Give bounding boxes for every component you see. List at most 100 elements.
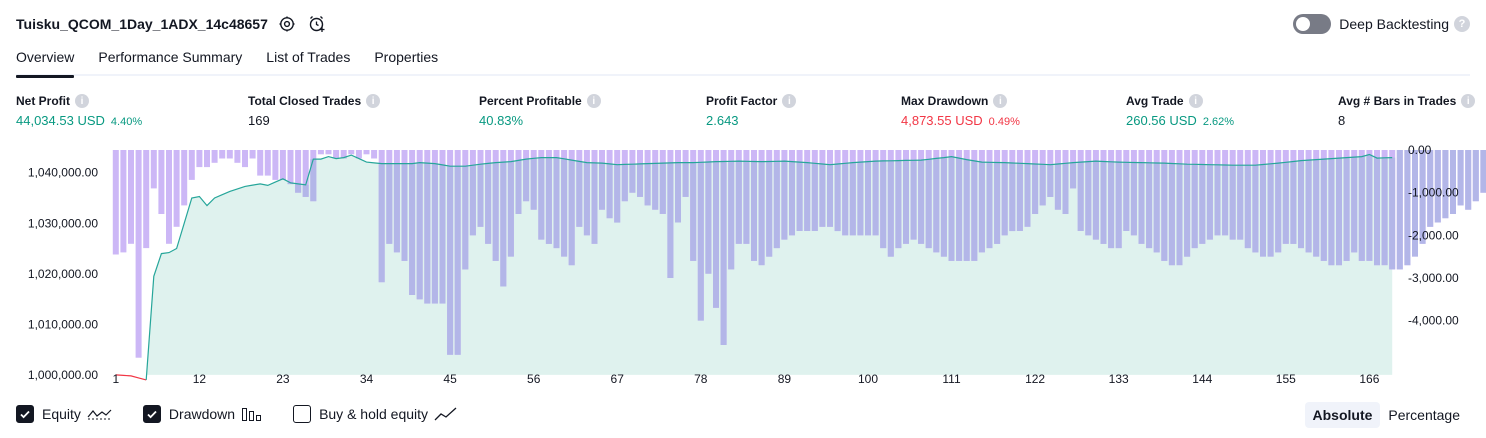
drawdown-bar-overlap [424, 163, 431, 304]
chart-legend: Equity Drawdown Buy & hold equity [16, 402, 488, 426]
drawdown-bar [211, 150, 218, 163]
info-icon[interactable]: i [993, 94, 1008, 108]
metric-value: 44,034.53 USD [16, 113, 105, 128]
drawdown-bar-overlap [1320, 159, 1327, 261]
x-axis-tick: 78 [694, 372, 708, 386]
drawdown-bar-overlap [393, 163, 400, 253]
drawdown-bar-overlap [545, 157, 552, 244]
equity-drawdown-chart[interactable]: 1,040,000.00 1,030,000.00 1,020,000.00 1,01… [0, 140, 1486, 390]
mode-percentage-button[interactable]: Percentage [1388, 407, 1460, 423]
drawdown-bar-overlap [599, 163, 605, 210]
drawdown-bar [158, 150, 165, 214]
metric-percent-profitable: Percent Profitable i 40.83% [479, 92, 601, 128]
drawdown-bar-overlap [1343, 157, 1350, 261]
drawdown-bar-overlap [849, 162, 856, 236]
legend-equity[interactable]: Equity [16, 405, 113, 423]
tab-performance-summary[interactable]: Performance Summary [98, 49, 243, 65]
legend-buy-hold-equity[interactable]: Buy & hold equity [293, 405, 458, 423]
drawdown-bar [128, 150, 134, 244]
mode-absolute-button[interactable]: Absolute [1304, 402, 1381, 428]
drawdown-bar [234, 150, 241, 163]
add-alert-clock-icon[interactable] [306, 13, 328, 35]
drawdown-bar-overlap [1480, 150, 1486, 193]
display-mode-switch: Absolute Percentage [1304, 402, 1469, 428]
drawdown-bar-overlap [644, 163, 651, 206]
deep-backtesting-toggle[interactable] [1293, 14, 1332, 34]
x-axis-tick: 111 [942, 372, 961, 386]
equity-line [145, 153, 1393, 380]
drawdown-bar-overlap [1214, 164, 1221, 236]
drawdown-bar-overlap [492, 162, 499, 261]
metric-percent: 4.40% [110, 116, 143, 128]
drawdown-bar [264, 150, 271, 176]
equity-checkbox[interactable] [16, 405, 34, 423]
metric-profit-factor: Profit Factor i 2.643 [706, 92, 797, 128]
drawdown-bar-overlap [1161, 163, 1168, 261]
info-icon[interactable]: i [75, 94, 89, 108]
x-axis-tick: 67 [611, 372, 625, 386]
metric-label: Avg # Bars in Trades [1338, 94, 1457, 108]
drawdown-bar-overlap [1336, 158, 1342, 266]
drawdown-bar-overlap [1328, 158, 1335, 266]
tab-properties[interactable]: Properties [374, 49, 439, 65]
right-axis-tick: 0.00 [1408, 143, 1432, 157]
drawdown-bar-overlap [865, 161, 871, 236]
info-icon[interactable]: i [366, 94, 381, 108]
info-icon[interactable]: i [1461, 94, 1476, 108]
help-icon[interactable]: ? [1454, 16, 1470, 32]
drawdown-bar-overlap [994, 162, 1001, 244]
drawdown-bar-overlap [827, 164, 833, 227]
drawdown-bar-overlap [963, 159, 970, 261]
tab-overview[interactable]: Overview [16, 44, 75, 78]
drawdown-bar-overlap [789, 161, 795, 236]
drawdown-bar-overlap [1184, 164, 1191, 257]
drawdown-bar-overlap [690, 162, 697, 261]
drawdown-bar-overlap [796, 162, 803, 231]
drawdown-bar-overlap [971, 160, 978, 261]
drawdown-bar-overlap [675, 162, 681, 223]
drawdown-bar [173, 150, 180, 227]
metric-label: Net Profit [16, 94, 70, 108]
info-icon[interactable]: i [782, 94, 797, 108]
settings-gear-icon[interactable] [276, 13, 298, 35]
drawdown-bar-overlap [621, 164, 628, 202]
metric-percent: 0.49% [988, 116, 1020, 128]
drawdown-bar-overlap [1054, 164, 1061, 210]
right-axis-tick: -1,000.00 [1408, 186, 1459, 200]
drawdown-bar-overlap [416, 162, 423, 300]
tab-list-of-trades[interactable]: List of Trades [266, 49, 351, 65]
info-icon[interactable]: i [1188, 94, 1203, 108]
drawdown-bar [150, 150, 157, 189]
info-icon[interactable]: i [586, 94, 601, 108]
drawdown-checkbox[interactable] [142, 405, 161, 423]
report-tabs: Overview Performance Summary List of Trade… [16, 44, 1470, 78]
drawdown-bar-overlap [431, 163, 438, 304]
drawdown-bar-overlap [1244, 165, 1251, 249]
drawdown-bar-overlap [1275, 163, 1282, 253]
drawdown-bar [249, 150, 256, 159]
buy-hold-checkbox[interactable] [293, 405, 312, 423]
drawdown-bar-overlap [697, 162, 704, 321]
drawdown-bar-overlap [728, 161, 735, 270]
drawdown-bar [112, 150, 119, 255]
left-axis-tick: 1,030,000.00 [28, 216, 98, 230]
right-axis-tick: -2,000.00 [1408, 228, 1459, 242]
drawdown-bar-overlap [1039, 164, 1046, 206]
drawdown-bar-overlap [1450, 150, 1456, 214]
drawdown-bar [219, 150, 226, 159]
drawdown-bar-overlap [1434, 150, 1441, 223]
drawdown-bar-overlap [469, 165, 476, 236]
x-axis-tick: 12 [193, 372, 207, 386]
x-axis-tick: 155 [1276, 372, 1296, 386]
drawdown-bar-overlap [447, 166, 454, 355]
drawdown-bar-overlap [295, 183, 302, 193]
legend-drawdown[interactable]: Drawdown [142, 405, 263, 423]
drawdown-bar-overlap [1290, 161, 1297, 244]
drawdown-bar-overlap [751, 161, 757, 261]
drawdown-bar-overlap [910, 160, 917, 240]
drawdown-bar-overlap [454, 166, 461, 355]
drawdown-bar-overlap [1305, 160, 1312, 253]
drawdown-bar-overlap [978, 162, 985, 253]
drawdown-bar-overlap [1047, 164, 1054, 197]
drawdown-bar-overlap [842, 163, 849, 236]
